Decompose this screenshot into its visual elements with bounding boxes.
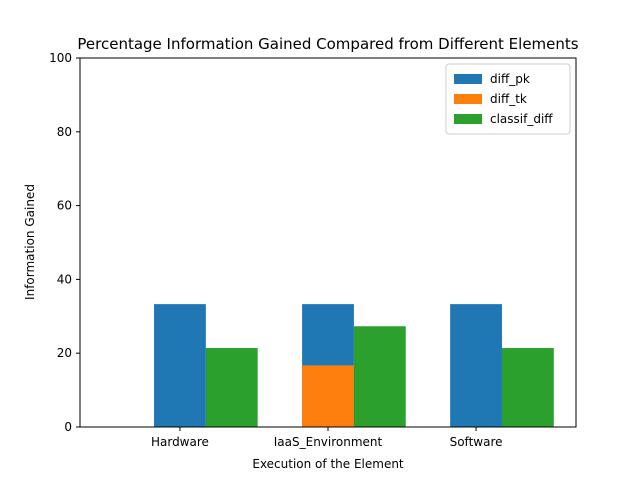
y-tick-label: 40 [57, 272, 72, 286]
bar-classif-diff-hardware [205, 348, 258, 427]
bar-classif-diff-software [501, 348, 554, 427]
legend: diff_pk diff_tk classif_diff [445, 63, 571, 135]
chart-title: Percentage Information Gained Compared f… [77, 35, 578, 53]
bar-classif-diff-iaas-environment [353, 326, 406, 427]
bar-diff-pk-software [450, 304, 502, 427]
legend-label-classif-diff: classif_diff [490, 112, 553, 126]
y-tick-label: 0 [64, 420, 72, 434]
legend-swatch-classif-diff [454, 114, 482, 124]
legend-swatch-diff-tk [454, 94, 482, 104]
bar-diff-tk-iaas-environment [302, 365, 354, 427]
x-axis: Hardware IaaS_Environment Software [151, 427, 503, 449]
legend-swatch-diff-pk [454, 74, 482, 84]
y-tick-label: 60 [57, 199, 72, 213]
x-tick-label: IaaS_Environment [274, 435, 383, 449]
legend-label-diff-pk: diff_pk [490, 72, 530, 86]
y-tick-label: 20 [57, 346, 72, 360]
x-axis-label: Execution of the Element [252, 457, 404, 471]
y-tick-label: 100 [49, 51, 72, 65]
bars-layer [154, 304, 554, 427]
y-tick-label: 80 [57, 125, 72, 139]
y-axis: 0 20 40 60 80 100 [49, 51, 80, 434]
legend-label-diff-tk: diff_tk [490, 92, 527, 106]
bar-diff-pk-hardware [154, 304, 206, 427]
y-axis-label: Information Gained [23, 184, 37, 300]
x-tick-label: Hardware [151, 435, 209, 449]
x-tick-label: Software [450, 435, 503, 449]
